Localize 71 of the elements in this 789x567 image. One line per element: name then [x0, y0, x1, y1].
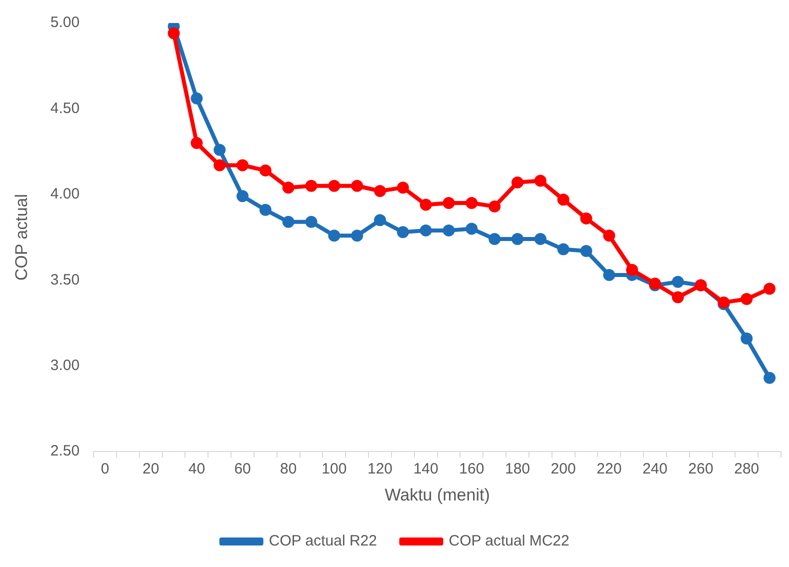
point [236, 190, 249, 202]
point [351, 230, 364, 242]
y-tick-label: 4.00 [50, 186, 80, 203]
point [396, 226, 409, 238]
point [580, 212, 592, 224]
point [305, 180, 318, 192]
point [214, 144, 226, 156]
point [374, 214, 386, 226]
point [420, 198, 432, 211]
point [466, 222, 478, 235]
x-tick-label: 40 [188, 460, 206, 478]
x-tick-label: 120 [368, 460, 393, 478]
point [351, 180, 364, 192]
x-tick-label: 160 [459, 460, 484, 478]
point [396, 182, 409, 194]
point [764, 282, 776, 295]
point [488, 233, 501, 246]
point [740, 293, 753, 306]
point [420, 224, 432, 236]
y-tick-label: 5.00 [50, 14, 80, 32]
x-tick-label: 180 [504, 460, 530, 478]
point [511, 176, 524, 188]
x-tick-label: 60 [234, 460, 251, 478]
point [511, 233, 524, 246]
x-tick-label: 220 [596, 460, 622, 478]
point [282, 216, 294, 228]
point [305, 216, 318, 228]
point [236, 159, 249, 172]
point [557, 243, 570, 256]
legend-label: COP actual R22 [268, 532, 377, 550]
point [672, 276, 684, 288]
point [442, 224, 455, 236]
y-axis-title: COP actual [12, 194, 31, 281]
x-tick-label: 100 [322, 460, 347, 478]
x-tick-label: 0 [100, 460, 110, 478]
point [488, 200, 501, 212]
point [672, 291, 684, 304]
point [328, 180, 340, 192]
legend-label: COP actual MC22 [448, 532, 570, 550]
point [374, 185, 386, 198]
point [534, 233, 546, 246]
point [168, 27, 180, 40]
point [626, 264, 638, 276]
x-axis-title: Waktu (menit) [384, 485, 490, 504]
y-tick-label: 4.50 [50, 100, 80, 117]
point [282, 182, 294, 194]
point [190, 92, 203, 104]
x-tick-label: 20 [142, 460, 160, 478]
point [190, 137, 203, 150]
point [740, 332, 753, 344]
point [557, 194, 570, 206]
point [603, 230, 616, 242]
point [466, 197, 478, 210]
point [328, 230, 340, 242]
point [764, 372, 776, 384]
x-tick-label: 260 [688, 460, 714, 478]
y-tick-label: 3.50 [50, 271, 80, 288]
y-tick-label: 2.50 [50, 442, 80, 460]
x-tick-label: 240 [642, 460, 668, 478]
point [259, 204, 272, 216]
point [580, 245, 592, 258]
point [214, 159, 226, 172]
x-tick-label: 280 [734, 460, 760, 478]
point [603, 269, 616, 282]
x-tick-label: 200 [550, 460, 576, 478]
x-tick-label: 80 [280, 460, 297, 478]
point [442, 197, 455, 210]
point [259, 164, 272, 176]
x-tick-label: 140 [413, 460, 438, 478]
point [534, 174, 546, 187]
y-tick-label: 3.00 [50, 357, 80, 374]
